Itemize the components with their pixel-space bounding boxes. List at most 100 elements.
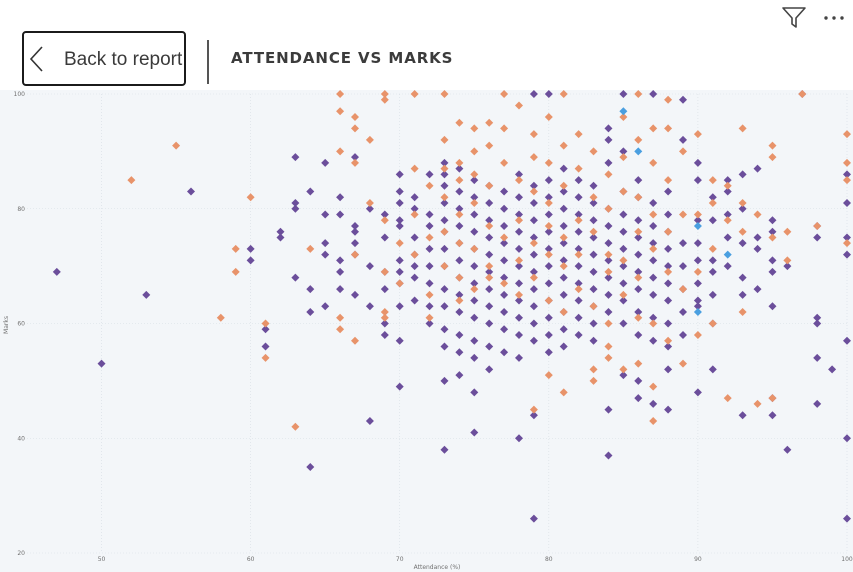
data-point-series-0[interactable] [768,216,777,225]
data-point-series-1[interactable] [470,147,479,156]
data-point-series-1[interactable] [365,135,374,144]
data-point-series-0[interactable] [634,216,643,225]
data-point-series-0[interactable] [425,210,434,219]
data-point-series-0[interactable] [351,221,359,230]
data-point-series-0[interactable] [693,296,702,305]
data-point-series-0[interactable] [738,204,747,213]
data-point-series-1[interactable] [395,279,404,288]
data-point-series-0[interactable] [768,256,777,265]
data-point-series-0[interactable] [485,302,494,311]
data-point-series-1[interactable] [649,382,658,391]
data-point-series-0[interactable] [365,204,374,213]
data-point-series-0[interactable] [619,90,628,98]
data-point-series-0[interactable] [351,227,359,236]
data-point-series-0[interactable] [559,273,568,282]
data-point-series-0[interactable] [470,227,479,236]
data-point-series-0[interactable] [708,365,717,374]
data-point-series-1[interactable] [664,227,673,236]
data-point-series-1[interactable] [470,124,479,133]
data-point-series-0[interactable] [485,365,494,374]
data-point-series-0[interactable] [425,170,434,179]
data-point-series-0[interactable] [679,262,687,271]
data-point-series-1[interactable] [440,262,449,271]
data-point-series-0[interactable] [664,319,673,328]
data-point-series-1[interactable] [604,342,613,351]
data-point-series-0[interactable] [634,330,643,339]
data-point-series-0[interactable] [559,290,568,299]
data-point-series-1[interactable] [440,227,449,236]
data-point-series-1[interactable] [544,112,553,121]
data-point-series-0[interactable] [813,313,822,322]
data-point-series-1[interactable] [544,221,553,230]
data-point-series-0[interactable] [306,462,315,471]
data-point-series-0[interactable] [723,262,732,271]
data-point-series-1[interactable] [634,193,643,202]
data-point-series-0[interactable] [634,285,643,294]
data-point-series-0[interactable] [664,279,673,288]
data-point-series-0[interactable] [500,239,509,248]
data-point-series-0[interactable] [351,153,359,162]
data-point-series-0[interactable] [306,285,315,294]
data-point-series-0[interactable] [843,199,851,208]
data-point-series-0[interactable] [97,359,106,368]
data-point-series-0[interactable] [440,285,449,294]
data-point-series-1[interactable] [485,221,494,230]
data-point-series-1[interactable] [410,90,419,98]
data-point-series-0[interactable] [142,290,151,299]
data-point-series-1[interactable] [604,204,613,213]
data-point-series-0[interactable] [440,445,449,454]
data-point-series-1[interactable] [380,216,389,225]
data-point-series-1[interactable] [544,199,553,208]
data-point-series-0[interactable] [649,399,658,408]
data-point-series-0[interactable] [649,336,658,345]
data-point-series-1[interactable] [664,95,673,104]
data-point-series-0[interactable] [529,233,538,242]
data-point-series-0[interactable] [380,210,389,219]
data-point-series-1[interactable] [738,308,747,317]
data-point-series-0[interactable] [589,267,598,276]
data-point-series-1[interactable] [649,158,658,167]
back-to-report-button[interactable]: Back to report [22,31,186,86]
data-point-series-0[interactable] [664,262,673,271]
data-point-series-0[interactable] [515,353,523,362]
data-point-series-0[interactable] [455,204,464,213]
data-point-series-0[interactable] [529,514,538,523]
data-point-series-0[interactable] [395,221,404,230]
data-point-series-1[interactable] [410,210,419,219]
data-point-series-0[interactable] [544,210,553,219]
data-point-series-1[interactable] [768,394,777,403]
data-point-series-0[interactable] [708,256,717,265]
data-point-series-0[interactable] [679,330,687,339]
data-point-series-0[interactable] [515,210,523,219]
data-point-series-1[interactable] [723,216,732,225]
data-point-series-0[interactable] [485,216,494,225]
data-point-series-1[interactable] [127,176,136,185]
data-point-series-0[interactable] [544,262,553,271]
data-point-series-1[interactable] [693,330,702,339]
data-point-series-0[interactable] [455,348,464,357]
data-point-series-0[interactable] [664,244,673,253]
data-point-series-0[interactable] [470,388,479,397]
data-point-series-0[interactable] [813,353,822,362]
data-point-series-1[interactable] [783,227,792,236]
data-point-series-0[interactable] [470,428,479,437]
data-point-series-0[interactable] [708,290,717,299]
data-point-series-0[interactable] [425,319,434,328]
data-point-series-0[interactable] [753,285,762,294]
data-point-series-0[interactable] [515,193,523,202]
data-point-series-0[interactable] [589,216,598,225]
data-point-series-1[interactable] [589,365,598,374]
data-point-series-0[interactable] [529,285,538,294]
data-point-series-1[interactable] [515,290,523,299]
data-point-series-0[interactable] [395,199,404,208]
data-point-series-1[interactable] [738,199,747,208]
data-point-series-0[interactable] [336,285,345,294]
data-point-series-1[interactable] [664,336,673,345]
data-point-series-0[interactable] [529,199,538,208]
data-point-series-0[interactable] [768,267,777,276]
data-point-series-0[interactable] [604,124,613,133]
scatter-plot[interactable]: 50 60 70 80 90 100 20 40 60 80 100 Attendance (%) Ma… [0,90,853,572]
data-point-series-0[interactable] [813,399,822,408]
data-point-series-0[interactable] [574,279,583,288]
data-point-series-0[interactable] [619,244,628,253]
